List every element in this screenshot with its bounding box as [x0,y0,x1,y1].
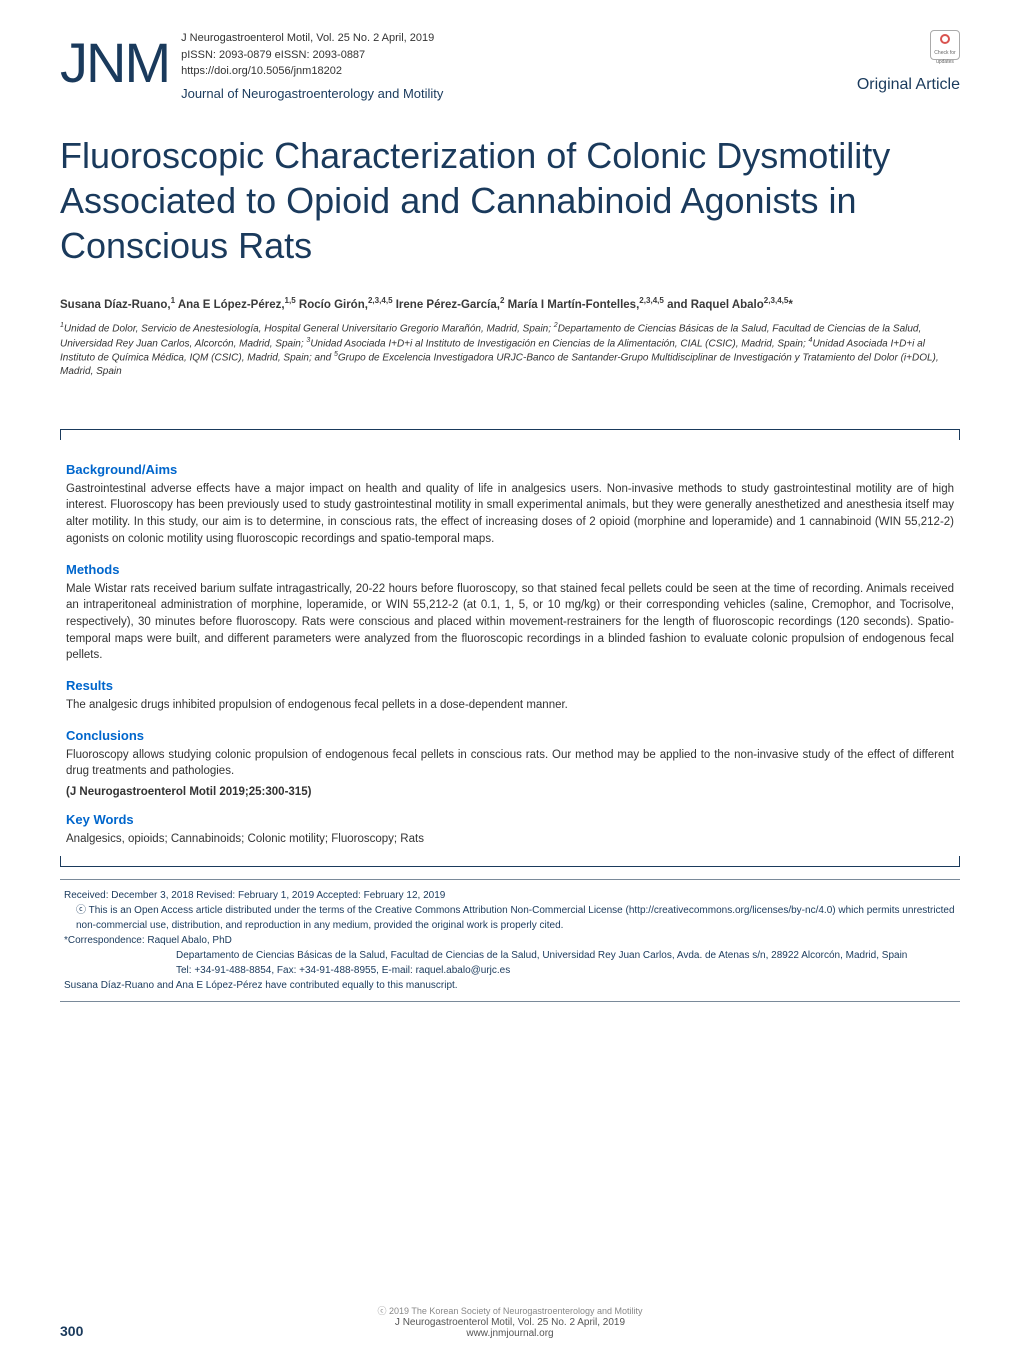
heading-results: Results [66,678,954,693]
bottom-ref: J Neurogastroenterol Motil, Vol. 25 No. … [60,1317,960,1328]
heading-methods: Methods [66,562,954,577]
crossmark-label: Check for updates [934,50,955,65]
journal-ref-line: J Neurogastroenterol Motil, Vol. 25 No. … [181,30,443,47]
jnm-logo: JNM [60,30,169,95]
header: JNM J Neurogastroenterol Motil, Vol. 25 … [0,0,1020,123]
journal-brand-block: JNM J Neurogastroenterol Motil, Vol. 25 … [60,30,443,103]
text-keywords: Analgesics, opioids; Cannabinoids; Colon… [66,831,954,848]
received-line: Received: December 3, 2018 Revised: Febr… [64,888,956,903]
heading-keywords: Key Words [66,812,954,827]
article-title: Fluoroscopic Characterization of Colonic… [60,133,960,268]
license-text: ⓒ This is an Open Access article distrib… [64,903,956,933]
correspondence-tel: Tel: +34-91-488-8854, Fax: +34-91-488-89… [64,963,956,978]
contribution-note: Susana Díaz-Ruano and Ana E López-Pérez … [64,978,956,993]
correspondence-address: Departamento de Ciencias Básicas de la S… [64,948,956,963]
copyright-line: ⓒ 2019 The Korean Society of Neurogastro… [60,1304,960,1317]
abstract-box: Background/Aims Gastrointestinal adverse… [60,429,960,867]
text-methods: Male Wistar rats received barium sulfate… [66,581,954,664]
bottom-url: www.jnmjournal.org [60,1328,960,1339]
journal-meta: J Neurogastroenterol Motil, Vol. 25 No. … [181,30,443,103]
journal-doi: https://doi.org/10.5056/jnm18202 [181,63,443,80]
heading-background: Background/Aims [66,462,954,477]
article-type-block: Check for updates Original Article [857,30,960,94]
crossmark-check-icon[interactable]: Check for updates [930,30,960,60]
journal-full-name: Journal of Neurogastroenterology and Mot… [181,84,443,104]
correspondence-label: *Correspondence: Raquel Abalo, PhD [64,933,956,948]
page-number: 300 [60,1323,83,1339]
text-results: The analgesic drugs inhibited propulsion… [66,697,954,714]
bottom-bar: 300 ⓒ 2019 The Korean Society of Neuroga… [60,1304,960,1339]
footer-box: Received: December 3, 2018 Revised: Febr… [60,879,960,1002]
article-type: Original Article [857,76,960,94]
heading-conclusions: Conclusions [66,728,954,743]
journal-issn: pISSN: 2093-0879 eISSN: 2093-0887 [181,47,443,64]
title-block: Fluoroscopic Characterization of Colonic… [0,123,1020,409]
text-background: Gastrointestinal adverse effects have a … [66,481,954,548]
citation: (J Neurogastroenterol Motil 2019;25:300-… [66,786,954,798]
authors-line: Susana Díaz-Ruano,1 Ana E López-Pérez,1,… [60,296,960,311]
affiliations: 1Unidad de Dolor, Servicio de Anestesiol… [60,321,960,379]
text-conclusions: Fluoroscopy allows studying colonic prop… [66,747,954,780]
